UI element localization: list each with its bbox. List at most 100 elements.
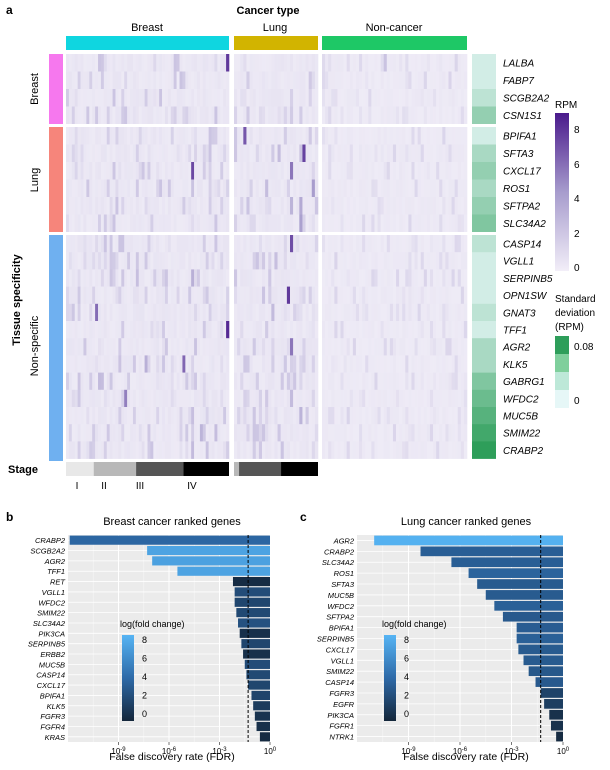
heatmap-cell (411, 389, 415, 408)
heatmap-cell (112, 303, 116, 322)
heatmap-cell (380, 144, 385, 162)
heatmap-cell (130, 71, 134, 89)
heatmap-cell (365, 389, 369, 408)
heatmap-cell (262, 389, 266, 408)
heatmap-cell (153, 338, 157, 356)
heatmap-cell (423, 162, 428, 180)
heatmap-cell (420, 71, 425, 89)
heatmap-cell (293, 179, 297, 197)
heatmap-cell (371, 389, 375, 408)
heatmap-cell (176, 235, 180, 253)
heatmap-cell (280, 303, 285, 322)
heatmap-cell (268, 197, 272, 215)
heatmap-cell (205, 54, 209, 72)
heatmap-cell (420, 389, 425, 408)
heatmap-cell (286, 303, 291, 322)
heatmap-cell (185, 303, 189, 322)
heatmap-cell (130, 372, 134, 391)
heatmap-cell (170, 252, 174, 270)
heatmap-cell (68, 372, 73, 391)
heatmap-cell (448, 424, 452, 442)
heatmap-cell (274, 372, 278, 391)
legend-tick: 6 (142, 654, 147, 664)
heatmap-cell (185, 372, 189, 391)
heatmap-cell (448, 197, 452, 215)
heatmap-cell (296, 89, 300, 107)
heatmap-cell (377, 389, 381, 408)
heatmap-cell (377, 106, 381, 124)
heatmap-cell (211, 389, 215, 408)
heatmap-cell (314, 424, 319, 442)
heatmap-cell (196, 235, 201, 253)
heatmap-cell (138, 162, 142, 180)
heatmap-cell (386, 71, 391, 89)
heatmap-cell (214, 106, 218, 124)
heatmap-cell (127, 127, 131, 145)
bar (516, 633, 563, 644)
heatmap-cell (396, 252, 400, 270)
heatmap-cell (374, 389, 378, 408)
heatmap-cell (314, 355, 319, 373)
heatmap-cell (346, 286, 351, 305)
heatmap-cell (89, 424, 93, 442)
heatmap-cell (268, 424, 272, 442)
heatmap-cell (147, 235, 151, 253)
heatmap-cell (214, 441, 218, 459)
heatmap-cell (246, 162, 250, 180)
heatmap-cell (144, 303, 148, 322)
heatmap-cell (194, 71, 198, 89)
heatmap-cell (164, 162, 169, 180)
heatmap-cell (173, 54, 177, 72)
heatmap-cell (237, 389, 241, 408)
heatmap-cell (280, 424, 285, 442)
heatmap-cell (211, 235, 215, 253)
heatmap-cell (296, 179, 300, 197)
heatmap-cell (86, 303, 90, 322)
legend-title: log(fold change) (382, 619, 447, 629)
heatmap-cell (389, 197, 394, 215)
heatmap-cell (362, 235, 366, 253)
heatmap-cell (389, 389, 394, 408)
heatmap-cell (408, 144, 412, 162)
heatmap-cell (343, 214, 347, 232)
heatmap-cell (377, 197, 381, 215)
heatmap-cell (246, 389, 250, 408)
heatmap-cell (433, 127, 437, 145)
heatmap-cell (115, 269, 119, 287)
category-label: WFDC2 (38, 598, 65, 607)
heatmap-cell (296, 127, 300, 145)
heatmap-cell (337, 286, 341, 305)
heatmap-cell (417, 372, 422, 391)
row-group-bar-lung (49, 127, 63, 232)
heatmap-cell (436, 127, 440, 145)
heatmap-cell (237, 269, 241, 287)
heatmap-cell (383, 179, 388, 197)
heatmap-cell (389, 372, 394, 391)
heatmap-cell (71, 407, 76, 425)
heatmap-cell (121, 106, 125, 124)
heatmap-cell (173, 144, 177, 162)
heatmap-cell (202, 106, 207, 124)
heatmap-cell (109, 54, 113, 72)
heatmap-cell (135, 89, 140, 107)
heatmap-cell (308, 179, 313, 197)
heatmap-cell (199, 179, 204, 197)
heatmap-cell (362, 303, 366, 322)
heatmap-cell (454, 372, 459, 391)
heatmap-cell (144, 321, 148, 339)
heatmap-cell (83, 303, 87, 322)
heatmap-cell (185, 338, 189, 356)
heatmap-cell (454, 389, 459, 408)
legend-tick: 6 (404, 654, 409, 664)
heatmap-cell (240, 235, 244, 253)
gene-label: GABRG1 (503, 377, 545, 388)
heatmap-cell (314, 269, 319, 287)
heatmap-cell (331, 197, 335, 215)
heatmap-cell (271, 162, 275, 180)
heatmap-cell (325, 179, 329, 197)
heatmap-cell (249, 54, 253, 72)
heatmap-cell (77, 89, 81, 107)
heatmap-cell (112, 71, 116, 89)
heatmap-cell (156, 269, 160, 287)
bar (477, 579, 563, 589)
